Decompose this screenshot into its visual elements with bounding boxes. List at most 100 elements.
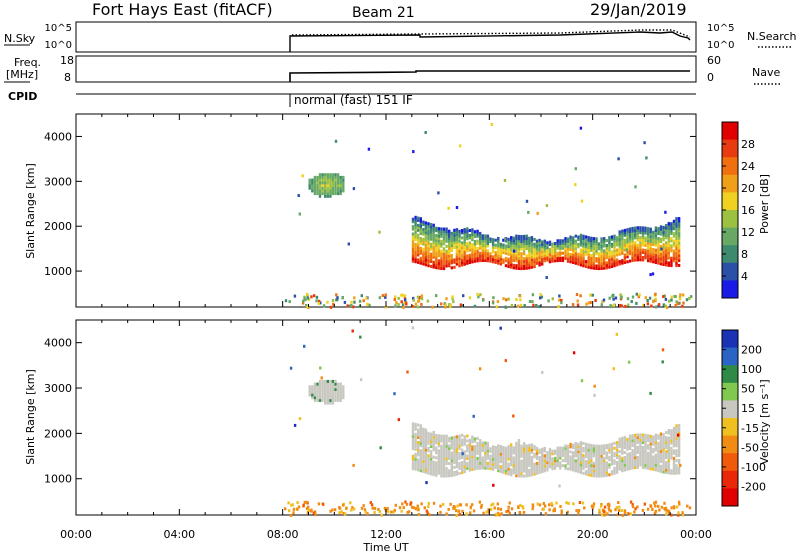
range-cell	[667, 456, 670, 460]
range-cell	[615, 453, 619, 457]
range-cell	[491, 240, 495, 244]
range-cell	[681, 293, 685, 297]
range-cell	[639, 453, 642, 457]
x-tick-label: 16:00	[473, 528, 505, 541]
range-cell	[600, 447, 603, 451]
range-cell	[628, 462, 632, 466]
range-cell	[411, 447, 415, 451]
range-cell	[533, 250, 536, 254]
range-cell	[670, 227, 673, 231]
range-cell	[605, 463, 608, 467]
range-cell	[471, 248, 474, 251]
range-cell	[497, 249, 500, 253]
range-cell	[342, 388, 345, 391]
range-cell	[450, 258, 453, 262]
range-cell	[435, 258, 438, 262]
range-cell	[494, 243, 497, 247]
range-cell	[667, 241, 670, 245]
range-cell	[548, 260, 552, 264]
range-cell	[414, 507, 417, 511]
range-cell	[670, 239, 673, 243]
range-cell	[528, 263, 531, 267]
range-cell	[458, 234, 461, 238]
range-cell	[499, 465, 503, 469]
range-cell	[339, 393, 342, 397]
x-tick-label: 20:00	[577, 528, 609, 541]
range-cell	[502, 258, 505, 262]
range-cell	[435, 241, 438, 245]
range-cell	[517, 505, 520, 509]
range-cell	[429, 452, 433, 456]
range-cell	[507, 250, 510, 254]
range-cell	[535, 456, 539, 460]
range-cell	[613, 459, 616, 463]
range-cell	[486, 249, 490, 253]
range-cell	[378, 230, 381, 234]
range-cell	[657, 254, 660, 258]
range-cell	[646, 244, 650, 248]
range-cell	[414, 242, 417, 246]
range-cell	[657, 441, 660, 445]
range-cell	[479, 234, 482, 238]
range-cell	[665, 438, 668, 442]
range-cell	[639, 258, 642, 262]
range-cell	[450, 446, 453, 450]
range-cell	[427, 461, 430, 465]
range-cell	[517, 237, 521, 241]
range-cell	[639, 463, 642, 467]
range-cell	[548, 447, 552, 451]
range-cell	[484, 256, 487, 260]
range-cell	[502, 260, 505, 264]
range-cell	[473, 259, 477, 263]
range-cell	[460, 448, 464, 452]
range-cell	[336, 396, 340, 400]
range-cell	[510, 255, 513, 259]
range-cell	[445, 474, 448, 478]
range-cell	[437, 469, 441, 473]
range-cell	[654, 233, 658, 237]
range-cell	[663, 507, 666, 511]
range-cell	[466, 434, 469, 438]
range-cell	[577, 442, 580, 446]
range-cell	[579, 458, 583, 462]
range-cell	[626, 235, 629, 239]
range-cell	[672, 244, 676, 248]
range-cell	[435, 248, 438, 252]
range-cell	[417, 243, 420, 247]
range-cell	[664, 304, 667, 308]
range-cell	[613, 454, 616, 458]
range-cell	[316, 390, 319, 394]
range-cell	[631, 454, 634, 458]
range-cell	[460, 248, 464, 252]
range-cell	[450, 236, 453, 240]
range-cell	[652, 300, 655, 304]
range-cell	[649, 249, 652, 253]
nsky-tick-high: 10^5	[45, 23, 72, 34]
range-cell	[481, 249, 484, 253]
range-cell	[489, 457, 492, 461]
range-cell	[494, 256, 497, 259]
range-cell	[504, 469, 508, 473]
range-cell	[634, 231, 637, 235]
range-cell	[634, 466, 637, 470]
range-cell	[605, 471, 608, 475]
range-cell	[420, 302, 423, 306]
range-cell	[566, 254, 570, 258]
range-cell	[564, 466, 567, 470]
range-cell	[667, 231, 670, 235]
range-cell	[538, 503, 542, 507]
range-cell	[507, 452, 510, 456]
range-cell	[427, 241, 430, 245]
range-cell	[473, 252, 477, 256]
range-cell	[595, 457, 598, 461]
range-cell	[644, 251, 647, 255]
range-cell	[460, 263, 464, 267]
range-cell	[517, 464, 521, 468]
range-cell	[608, 253, 611, 257]
range-cell	[497, 246, 500, 250]
range-cell	[631, 461, 634, 465]
range-cell	[417, 453, 420, 457]
range-cell	[657, 246, 660, 250]
range-cell	[466, 256, 469, 260]
range-cell	[522, 467, 526, 471]
